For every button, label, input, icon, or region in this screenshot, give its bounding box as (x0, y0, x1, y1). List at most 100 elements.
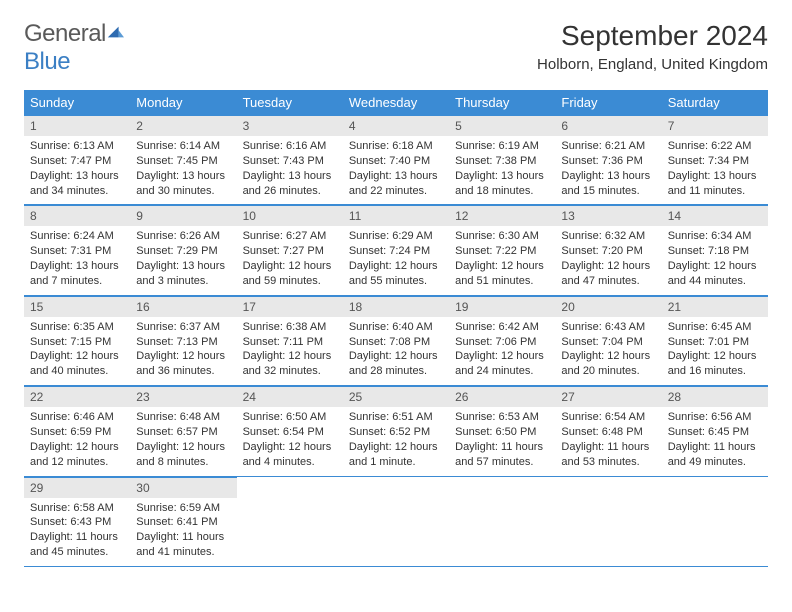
calendar-cell: 27Sunrise: 6:54 AMSunset: 6:48 PMDayligh… (555, 386, 661, 476)
day-number: 18 (343, 296, 449, 317)
calendar-cell: 30 Sunrise: 6:59 AMSunset: 6:41 PMDayligh… (130, 476, 236, 566)
daylight-line: Daylight: 12 hours and 20 minutes. (561, 349, 655, 379)
day-details: Sunrise: 6:30 AMSunset: 7:22 PMDaylight:… (449, 226, 555, 294)
logo-word-2: Blue (24, 48, 70, 75)
day-details: Sunrise: 6:37 AMSunset: 7:13 PMDaylight:… (130, 317, 236, 385)
day-number: 19 (449, 296, 555, 317)
day-details: Sunrise: 6:53 AMSunset: 6:50 PMDaylight:… (449, 407, 555, 475)
day-number: 10 (237, 205, 343, 226)
day-details: Sunrise: 6:29 AMSunset: 7:24 PMDaylight:… (343, 226, 449, 294)
day-number: 7 (662, 115, 768, 136)
sunset-line: Sunset: 7:24 PM (349, 244, 443, 259)
logo: GeneralBlue (24, 20, 124, 76)
daylight-line: Daylight: 12 hours and 44 minutes. (668, 259, 762, 289)
sunrise-line: Sunrise: 6:22 AM (668, 139, 762, 154)
sunrise-line: Sunrise: 6:34 AM (668, 229, 762, 244)
sunset-line: Sunset: 7:18 PM (668, 244, 762, 259)
day-details: Sunrise: 6:54 AMSunset: 6:48 PMDaylight:… (555, 407, 661, 475)
day-number: 2 (130, 115, 236, 136)
daylight-line: Daylight: 12 hours and 32 minutes. (243, 349, 337, 379)
day-number: 14 (662, 205, 768, 226)
calendar-cell: 28Sunrise: 6:56 AMSunset: 6:45 PMDayligh… (662, 386, 768, 476)
sunset-line: Sunset: 6:41 PM (136, 515, 230, 530)
calendar-cell: 29Sunrise: 6:58 AMSunset: 6:43 PMDayligh… (24, 476, 130, 566)
day-number: 11 (343, 205, 449, 226)
sunset-line: Sunset: 7:22 PM (455, 244, 549, 259)
calendar-cell: 5Sunrise: 6:19 AMSunset: 7:38 PMDaylight… (449, 115, 555, 205)
daylight-line: Daylight: 13 hours and 11 minutes. (668, 169, 762, 199)
calendar-table: SundayMondayTuesdayWednesdayThursdayFrid… (24, 90, 768, 567)
weekday-header: Tuesday (237, 90, 343, 115)
day-details: Sunrise: 6:21 AMSunset: 7:36 PMDaylight:… (555, 136, 661, 204)
sunset-line: Sunset: 7:06 PM (455, 335, 549, 350)
empty-cell (237, 476, 343, 566)
day-details: Sunrise: 6:45 AMSunset: 7:01 PMDaylight:… (662, 317, 768, 385)
calendar-cell: 12Sunrise: 6:30 AMSunset: 7:22 PMDayligh… (449, 205, 555, 295)
day-number: 4 (343, 115, 449, 136)
sunset-line: Sunset: 7:08 PM (349, 335, 443, 350)
calendar-cell: 19Sunrise: 6:42 AMSunset: 7:06 PMDayligh… (449, 295, 555, 385)
day-number: 1 (24, 115, 130, 136)
calendar-cell: 9Sunrise: 6:26 AMSunset: 7:29 PMDaylight… (130, 205, 236, 295)
logo-word-1: General (24, 20, 106, 47)
day-details: Sunrise: 6:16 AMSunset: 7:43 PMDaylight:… (237, 136, 343, 204)
day-details: Sunrise: 6:34 AMSunset: 7:18 PMDaylight:… (662, 226, 768, 294)
calendar-cell: 18Sunrise: 6:40 AMSunset: 7:08 PMDayligh… (343, 295, 449, 385)
calendar-row: 29Sunrise: 6:58 AMSunset: 6:43 PMDayligh… (24, 476, 768, 566)
day-details: Sunrise: 6:58 AMSunset: 6:43 PMDaylight:… (24, 498, 130, 566)
day-details: Sunrise: 6:56 AMSunset: 6:45 PMDaylight:… (662, 407, 768, 475)
day-number: 15 (24, 296, 130, 317)
day-number: 9 (130, 205, 236, 226)
daylight-line: Daylight: 12 hours and 16 minutes. (668, 349, 762, 379)
day-number: 26 (449, 386, 555, 407)
sunrise-line: Sunrise: 6:51 AM (349, 410, 443, 425)
calendar-cell: 7Sunrise: 6:22 AMSunset: 7:34 PMDaylight… (662, 115, 768, 205)
daylight-line: Daylight: 12 hours and 1 minute. (349, 440, 443, 470)
daylight-line: Daylight: 12 hours and 51 minutes. (455, 259, 549, 289)
day-number: 25 (343, 386, 449, 407)
empty-cell (449, 476, 555, 566)
day-number: 21 (662, 296, 768, 317)
sunrise-line: Sunrise: 6:59 AM (136, 501, 230, 516)
logo-text: GeneralBlue (24, 20, 124, 76)
sunset-line: Sunset: 6:50 PM (455, 425, 549, 440)
sunrise-line: Sunrise: 6:53 AM (455, 410, 549, 425)
sunrise-line: Sunrise: 6:21 AM (561, 139, 655, 154)
sunset-line: Sunset: 7:29 PM (136, 244, 230, 259)
daylight-line: Daylight: 12 hours and 55 minutes. (349, 259, 443, 289)
calendar-cell: 22Sunrise: 6:46 AMSunset: 6:59 PMDayligh… (24, 386, 130, 476)
sunrise-line: Sunrise: 6:24 AM (30, 229, 124, 244)
weekday-header: Thursday (449, 90, 555, 115)
sunset-line: Sunset: 7:36 PM (561, 154, 655, 169)
daylight-line: Daylight: 11 hours and 57 minutes. (455, 440, 549, 470)
calendar-row: 22Sunrise: 6:46 AMSunset: 6:59 PMDayligh… (24, 386, 768, 476)
sunrise-line: Sunrise: 6:56 AM (668, 410, 762, 425)
day-details: Sunrise: 6:13 AMSunset: 7:47 PMDaylight:… (24, 136, 130, 204)
daylight-line: Daylight: 13 hours and 26 minutes. (243, 169, 337, 199)
sunset-line: Sunset: 6:59 PM (30, 425, 124, 440)
day-details: Sunrise: 6:35 AMSunset: 7:15 PMDaylight:… (24, 317, 130, 385)
empty-cell (343, 476, 449, 566)
weekday-header: Wednesday (343, 90, 449, 115)
day-number: 3 (237, 115, 343, 136)
calendar-cell: 1Sunrise: 6:13 AMSunset: 7:47 PMDaylight… (24, 115, 130, 205)
calendar-body: 1Sunrise: 6:13 AMSunset: 7:47 PMDaylight… (24, 115, 768, 566)
sunset-line: Sunset: 6:52 PM (349, 425, 443, 440)
sunset-line: Sunset: 6:45 PM (668, 425, 762, 440)
sunrise-line: Sunrise: 6:37 AM (136, 320, 230, 335)
day-details: Sunrise: 6:19 AMSunset: 7:38 PMDaylight:… (449, 136, 555, 204)
sunrise-line: Sunrise: 6:45 AM (668, 320, 762, 335)
daylight-line: Daylight: 13 hours and 3 minutes. (136, 259, 230, 289)
sunrise-line: Sunrise: 6:18 AM (349, 139, 443, 154)
calendar-cell: 3Sunrise: 6:16 AMSunset: 7:43 PMDaylight… (237, 115, 343, 205)
sunset-line: Sunset: 7:04 PM (561, 335, 655, 350)
day-number: 16 (130, 296, 236, 317)
sunset-line: Sunset: 6:57 PM (136, 425, 230, 440)
sunrise-line: Sunrise: 6:35 AM (30, 320, 124, 335)
day-details: Sunrise: 6:14 AMSunset: 7:45 PMDaylight:… (130, 136, 236, 204)
day-number: 30 (130, 477, 236, 498)
daylight-line: Daylight: 11 hours and 41 minutes. (136, 530, 230, 560)
sunrise-line: Sunrise: 6:54 AM (561, 410, 655, 425)
day-number: 22 (24, 386, 130, 407)
daylight-line: Daylight: 13 hours and 15 minutes. (561, 169, 655, 199)
